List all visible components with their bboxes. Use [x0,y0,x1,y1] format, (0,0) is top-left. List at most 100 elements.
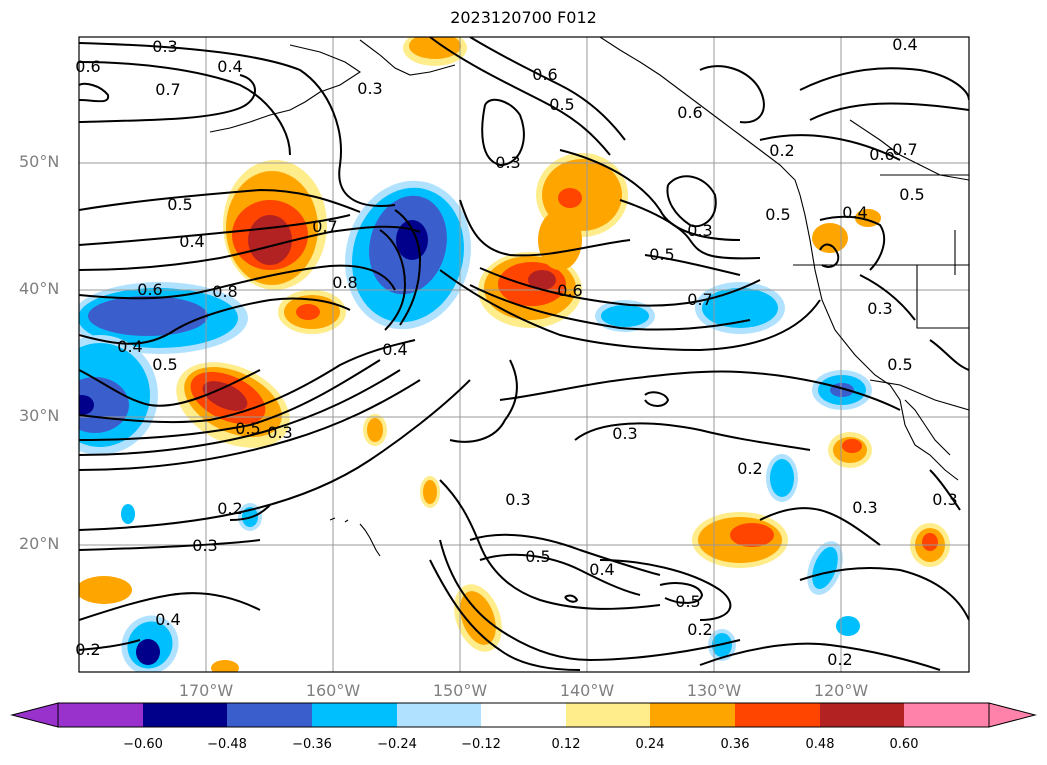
contour-label: 0.8 [212,282,237,301]
contour-label: 0.4 [842,203,867,222]
contour-label: 0.5 [675,592,700,611]
contour-label: 0.3 [495,153,520,172]
colorbar-tick-label: 0.36 [720,737,750,752]
latitude-label: 40°N [19,279,60,298]
contour-label: 0.3 [867,299,892,318]
anomaly-negative-5 [595,300,655,332]
contour-label: 0.2 [75,640,100,659]
latitude-label: 50°N [19,152,60,171]
contour-labels: 0.3 0.4 0.7 0.3 0.6 0.5 0.4 0.3 0.5 0.5 … [75,35,957,669]
colorbar-segment [481,703,566,727]
anomaly-negative-1 [345,180,471,330]
contour-label: 0.3 [932,490,957,509]
contour-label: 0.7 [155,80,180,99]
contour-label: 0.5 [649,245,674,264]
contour-label: 0.8 [332,273,357,292]
contour-label: 0.2 [217,499,242,518]
contour-label: 0.4 [155,610,180,629]
contour-label: 0.5 [549,95,574,114]
contour-label: 0.4 [117,337,142,356]
contour-lines [79,37,969,671]
map-plot: 0.3 0.4 0.7 0.3 0.6 0.5 0.4 0.3 0.5 0.5 … [75,35,970,673]
contour-label: 0.7 [892,140,917,159]
longitude-label: 120°W [813,681,869,700]
anomaly-positive-6 [692,512,788,568]
colorbar-segment [566,703,650,727]
contour-label: 0.3 [152,37,177,56]
contour-label: 0.7 [312,217,337,236]
contour-label: 0.5 [152,355,177,374]
gridlines [79,37,969,672]
colorbar-segment [397,703,481,727]
contour-label: 0.3 [505,490,530,509]
contour-label: 0.3 [612,424,637,443]
anomaly-positive-4 [478,252,582,328]
colorbar-extend-high [989,703,1035,727]
contour-label: 0.3 [267,423,292,442]
anomaly-positive-9 [828,432,872,468]
anomaly-negative-4 [695,282,785,334]
contour-label: 0.6 [677,103,702,122]
anomaly-positive-5 [536,153,628,270]
contour-label: 0.5 [899,185,924,204]
longitude-label: 130°W [686,681,742,700]
contour-label: 0.5 [167,195,192,214]
colorbar-segment [312,703,397,727]
longitude-label: 140°W [559,681,615,700]
anomaly-positive-7 [454,584,502,652]
contour-label: 0.3 [357,79,382,98]
map-title: 2023120700 F012 [450,8,597,27]
contour-label: 0.5 [887,355,912,374]
colorbar-tick-label: 0.24 [635,737,665,752]
longitude-label: 170°W [178,681,234,700]
colorbar-segment [735,703,820,727]
colorbar-tick-label: 0.48 [805,737,835,752]
colorbar-tick-label: 0.12 [551,737,581,752]
latitude-label: 30°N [19,406,60,425]
shaded-anomalies [79,37,950,672]
contour-label: 0.3 [852,498,877,517]
longitude-label: 150°W [432,681,488,700]
contour-label: 0.4 [589,560,614,579]
colorbar-tick-label: −0.24 [377,737,417,752]
colorbar-tick-label: −0.36 [292,737,332,752]
colorbar-segment [58,703,143,727]
contour-label: 0.3 [687,221,712,240]
contour-label: 0.4 [179,232,204,251]
colorbar-segment [227,703,312,727]
coastlines [209,37,969,557]
longitude-label: 160°W [305,681,361,700]
contour-label: 0.5 [525,547,550,566]
contour-label: 0.2 [827,650,852,669]
contour-label: 0.6 [869,145,894,164]
colorbar-segment [904,703,989,727]
contour-label: 0.3 [192,536,217,555]
colorbar-extend-low [12,703,58,727]
colorbar-segment [820,703,904,727]
anomaly-positive-1 [223,160,327,290]
anomaly-negative-6 [812,370,872,410]
contour-label: 0.6 [557,281,582,300]
plot-frame [78,36,970,673]
contour-label: 0.2 [769,141,794,160]
contour-label: 0.5 [235,419,260,438]
contour-label: 0.7 [687,290,712,309]
colorbar-tick-label: −0.48 [207,737,247,752]
contour-label: 0.4 [382,340,407,359]
contour-label: 0.6 [532,65,557,84]
anomaly-positive-3 [278,290,346,334]
latitude-label: 20°N [19,534,60,553]
anomaly-negative-7 [121,615,179,672]
colorbar-tick-label: −0.60 [123,737,163,752]
colorbar-segment [650,703,735,727]
colorbar-tick-label: −0.12 [461,737,501,752]
colorbar-tick-label: 0.60 [889,737,919,752]
contour-label: 0.2 [737,459,762,478]
contour-label: 0.2 [687,620,712,639]
anomaly-positive-2 [176,362,290,448]
contour-label: 0.6 [75,57,100,76]
contour-label: 0.4 [892,35,917,54]
colorbar-segment [143,703,227,727]
contour-label: 0.5 [765,205,790,224]
contour-label: 0.4 [217,57,242,76]
